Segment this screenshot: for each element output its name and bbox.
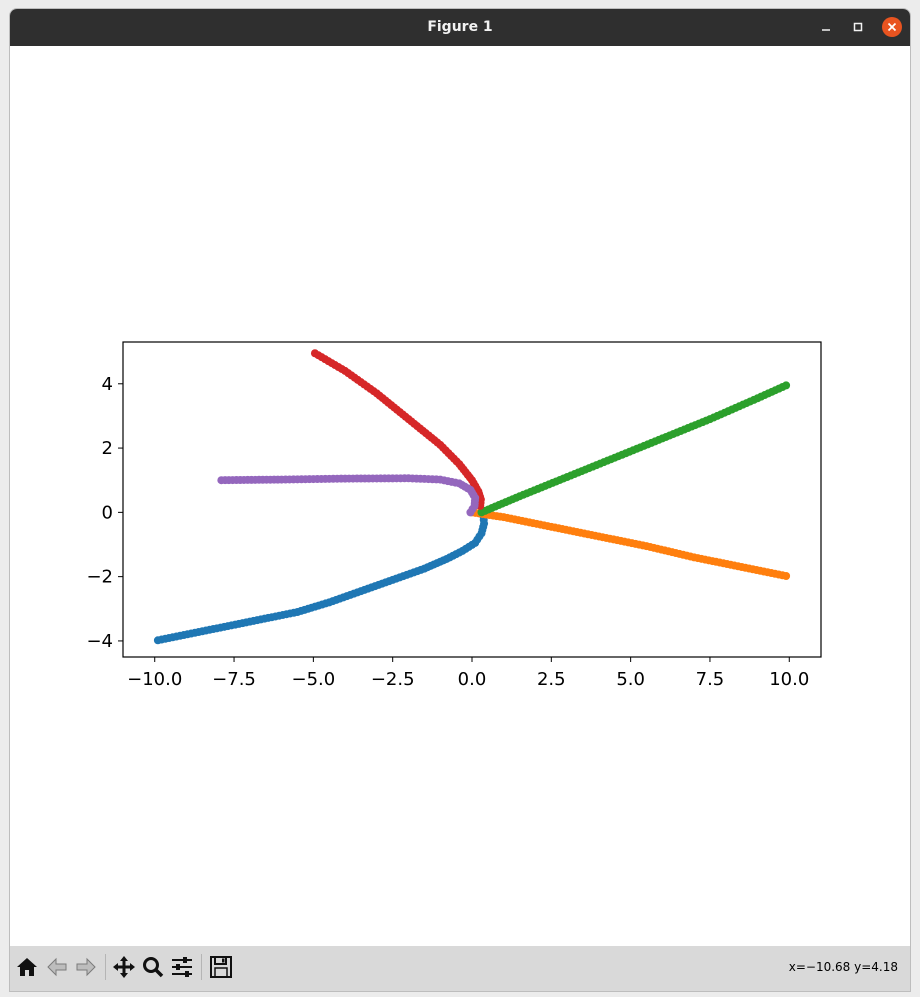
home-button[interactable] (14, 954, 40, 980)
x-tick-label: 10.0 (769, 669, 809, 690)
maximize-button[interactable] (848, 17, 868, 37)
x-tick-label: −5.0 (292, 669, 336, 690)
x-tick-label: −10.0 (127, 669, 182, 690)
close-icon (882, 17, 902, 37)
y-tick-label: 2 (102, 438, 113, 459)
x-axis: −10.0 −7.5 −5.0 −2.5 0.0 2.5 5.0 7.5 10.0 (127, 657, 809, 690)
window-title: Figure 1 (427, 19, 493, 35)
zoom-icon (143, 957, 164, 978)
y-tick-label: 0 (102, 502, 113, 523)
configure-subplots-button[interactable] (169, 954, 195, 980)
figure-window: Figure 1 −10.0 −7.5 −5.0 −2.5 0.0 2.5 5.0 7.5 10… (9, 8, 911, 992)
home-icon (17, 958, 37, 976)
x-tick-label: 2.5 (537, 669, 566, 690)
series-0 (153, 512, 489, 645)
cursor-coordinates: x=−10.68 y=4.18 (788, 960, 898, 974)
pan-button[interactable] (111, 954, 137, 980)
series-3 (310, 349, 485, 510)
forward-icon (76, 957, 96, 977)
x-tick-label: −2.5 (371, 669, 415, 690)
data-point (782, 572, 791, 580)
toolbar-separator (201, 954, 202, 980)
scatter-plot[interactable]: −10.0 −7.5 −5.0 −2.5 0.0 2.5 5.0 7.5 10.0 −4 −2 0 2… (10, 46, 910, 946)
series-1 (468, 508, 791, 580)
zoom-button[interactable] (140, 954, 166, 980)
minimize-button[interactable] (816, 17, 836, 37)
figure-canvas[interactable]: −10.0 −7.5 −5.0 −2.5 0.0 2.5 5.0 7.5 10.0 −4 −2 0 2… (10, 46, 910, 946)
configure-subplots-icon (172, 957, 192, 977)
close-button[interactable] (882, 17, 902, 37)
navigation-toolbar: x=−10.68 y=4.18 (10, 946, 910, 991)
y-tick-label: 4 (102, 374, 113, 395)
data-points (153, 349, 791, 645)
x-tick-label: 5.0 (616, 669, 645, 690)
save-icon (210, 956, 232, 978)
back-button[interactable] (44, 954, 70, 980)
y-tick-label: −2 (86, 567, 113, 588)
series-2 (477, 381, 791, 517)
forward-button[interactable] (73, 954, 99, 980)
pan-icon (113, 956, 135, 978)
y-tick-label: −4 (86, 631, 113, 652)
maximize-icon (853, 22, 863, 32)
back-icon (47, 957, 67, 977)
minimize-icon (822, 29, 830, 31)
x-tick-label: −7.5 (212, 669, 256, 690)
x-tick-label: 7.5 (696, 669, 725, 690)
data-point (782, 381, 791, 390)
data-point (466, 508, 475, 517)
save-button[interactable] (208, 954, 234, 980)
y-axis: −4 −2 0 2 4 (86, 374, 123, 652)
toolbar-separator (105, 954, 106, 980)
series-4 (217, 474, 480, 517)
title-bar[interactable]: Figure 1 (10, 9, 910, 46)
x-tick-label: 0.0 (458, 669, 487, 690)
